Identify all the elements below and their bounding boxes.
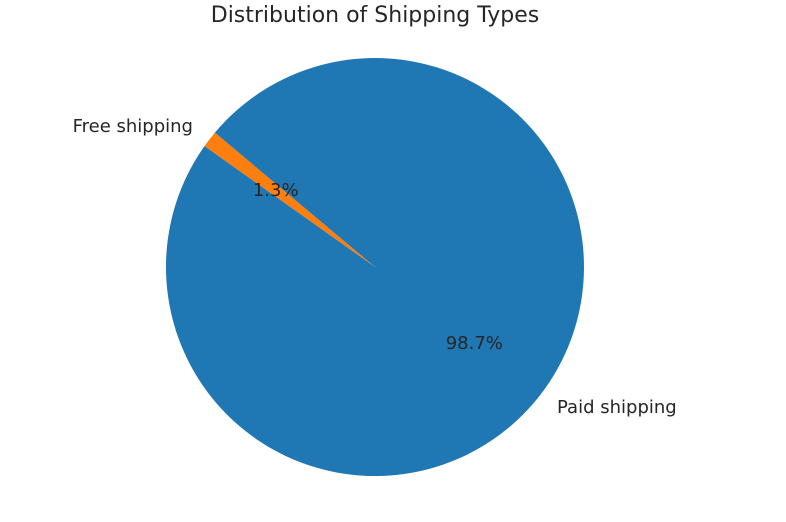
- pie-slice-paid-shipping: [165, 58, 584, 477]
- pie-slice-free-shipping: [204, 132, 375, 267]
- pie-category-label-1: Paid shipping: [557, 397, 677, 418]
- chart-title: Distribution of Shipping Types: [210, 3, 540, 28]
- pie-slices: [165, 58, 584, 477]
- pie-pct-label-1: 98.7%: [446, 333, 503, 354]
- pie-pct-label-0: 1.3%: [253, 180, 299, 201]
- pie-category-label-0: Free shipping: [73, 116, 193, 137]
- pie-labels: 1.3% Free shipping 98.7% Paid shipping: [73, 116, 677, 418]
